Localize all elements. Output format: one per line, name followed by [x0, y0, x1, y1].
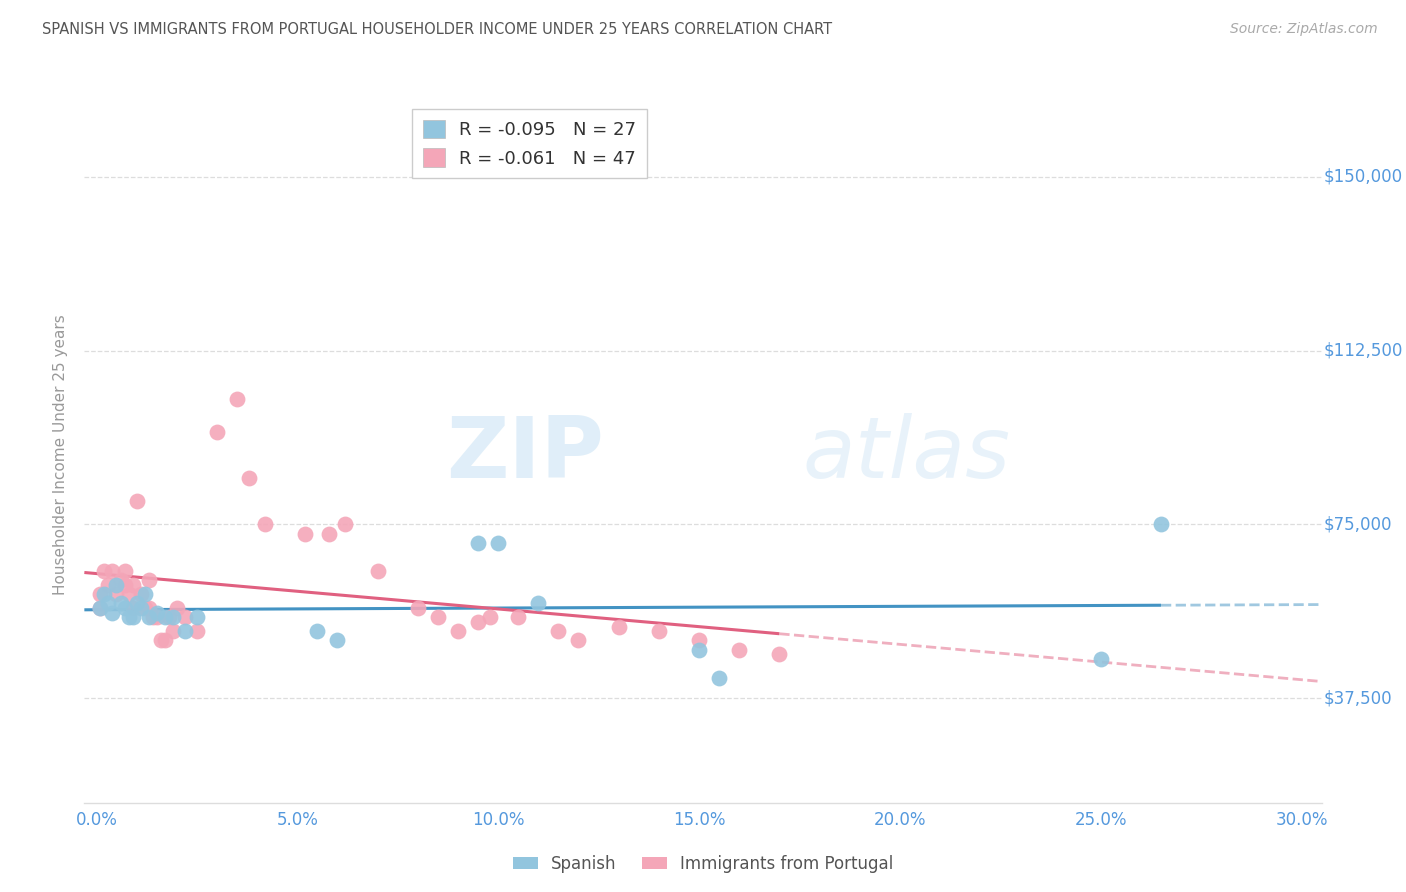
Text: Source: ZipAtlas.com: Source: ZipAtlas.com [1230, 22, 1378, 37]
Point [307, 624, 329, 639]
Point [162, 624, 184, 639]
Point [447, 624, 470, 639]
Text: atlas: atlas [801, 413, 1010, 497]
Legend: Spanish, Immigrants from Portugal: Spanish, Immigrants from Portugal [506, 848, 900, 880]
Point [117, 610, 139, 624]
Point [110, 596, 132, 610]
Point [142, 610, 165, 624]
Point [162, 610, 184, 624]
Point [294, 526, 316, 541]
Point [117, 587, 139, 601]
Point [547, 624, 569, 639]
Point [125, 596, 148, 610]
Point [166, 601, 188, 615]
Point [121, 601, 143, 615]
Point [527, 596, 550, 610]
Y-axis label: Householder Income Under 25 years: Householder Income Under 25 years [53, 315, 69, 595]
Point [479, 610, 502, 624]
Text: ZIP: ZIP [446, 413, 605, 497]
Point [728, 642, 751, 657]
Point [134, 601, 156, 615]
Point [97, 596, 120, 610]
Point [406, 601, 429, 615]
Point [149, 633, 172, 648]
Point [129, 601, 152, 615]
Point [153, 610, 176, 624]
Point [1090, 652, 1112, 666]
Point [648, 624, 671, 639]
Point [93, 587, 115, 601]
Point [121, 578, 143, 592]
Point [173, 610, 195, 624]
Point [101, 606, 124, 620]
Point [157, 610, 180, 624]
Point [426, 610, 449, 624]
Text: $75,000: $75,000 [1324, 516, 1392, 533]
Point [186, 624, 208, 639]
Point [89, 601, 111, 615]
Point [318, 526, 340, 541]
Point [1150, 517, 1173, 532]
Point [105, 578, 128, 592]
Point [138, 601, 160, 615]
Point [134, 587, 156, 601]
Point [145, 606, 167, 620]
Point [89, 601, 111, 615]
Point [97, 578, 120, 592]
Point [138, 610, 160, 624]
Text: $37,500: $37,500 [1324, 690, 1393, 707]
Point [607, 619, 630, 633]
Point [153, 633, 176, 648]
Point [101, 564, 124, 578]
Point [114, 601, 136, 615]
Point [238, 471, 260, 485]
Point [89, 587, 111, 601]
Text: $112,500: $112,500 [1324, 342, 1403, 359]
Point [145, 610, 167, 624]
Point [205, 425, 228, 439]
Point [186, 610, 208, 624]
Point [486, 536, 509, 550]
Point [121, 610, 143, 624]
Point [93, 564, 115, 578]
Text: SPANISH VS IMMIGRANTS FROM PORTUGAL HOUSEHOLDER INCOME UNDER 25 YEARS CORRELATIO: SPANISH VS IMMIGRANTS FROM PORTUGAL HOUS… [42, 22, 832, 37]
Point [335, 517, 357, 532]
Point [688, 642, 710, 657]
Point [129, 587, 152, 601]
Point [254, 517, 277, 532]
Point [768, 648, 790, 662]
Text: $150,000: $150,000 [1324, 168, 1403, 186]
Point [173, 624, 195, 639]
Point [138, 573, 160, 587]
Point [114, 564, 136, 578]
Point [326, 633, 349, 648]
Point [367, 564, 389, 578]
Point [125, 494, 148, 508]
Point [467, 536, 489, 550]
Point [688, 633, 710, 648]
Point [110, 573, 132, 587]
Point [114, 578, 136, 592]
Point [567, 633, 589, 648]
Legend: R = -0.095   N = 27, R = -0.061   N = 47: R = -0.095 N = 27, R = -0.061 N = 47 [412, 109, 647, 178]
Point [105, 587, 128, 601]
Point [508, 610, 530, 624]
Point [467, 615, 489, 629]
Point [226, 392, 249, 407]
Point [707, 671, 730, 685]
